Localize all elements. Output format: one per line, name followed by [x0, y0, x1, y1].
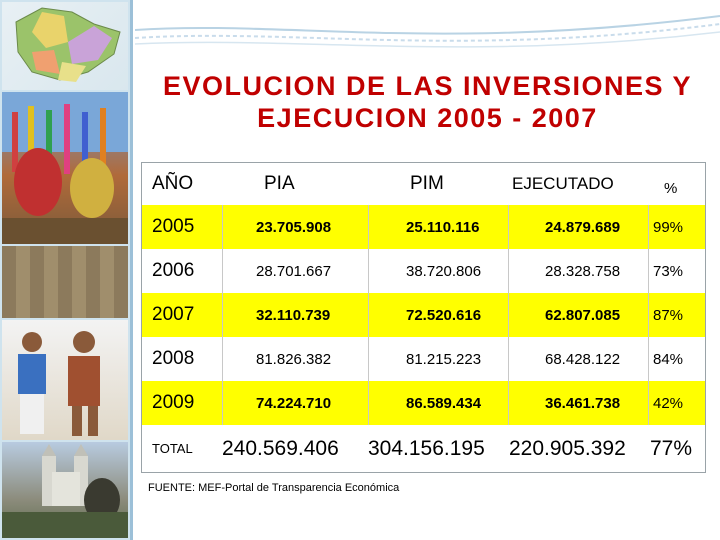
cell-ejecutado: 68.428.122 [545, 350, 621, 368]
header-pim: PIM [410, 173, 444, 194]
header-pia: PIA [264, 173, 295, 194]
total-pim: 304.156.195 [368, 436, 485, 460]
table-row: 2009 74.224.710 86.589.434 36.461.738 42… [142, 381, 705, 425]
cell-year: 2008 [152, 348, 195, 369]
cell-pim: 86.589.434 [406, 394, 482, 412]
cell-pia: 32.110.739 [256, 306, 331, 324]
total-percent: 77% [650, 436, 693, 460]
cell-year: 2006 [152, 260, 195, 281]
page-title: EVOLUCION DE LAS INVERSIONES Y EJECUCION… [135, 70, 720, 134]
column-divider [508, 205, 509, 425]
map-illustration [15, 7, 121, 82]
dancers-image [2, 92, 128, 244]
table-total-row: TOTAL 240.569.406 304.156.195 220.905.39… [142, 425, 705, 472]
cell-percent: 73% [653, 262, 684, 280]
cell-year: 2009 [152, 392, 195, 413]
cell-pim: 38.720.806 [406, 262, 482, 280]
header-ejecutado: EJECUTADO [512, 174, 614, 193]
title-line-1: EVOLUCION DE LAS INVERSIONES Y [162, 71, 693, 101]
church-illustration [2, 444, 128, 538]
cell-year: 2005 [152, 216, 195, 237]
header-swoosh [135, 15, 720, 48]
vertical-divider [130, 0, 133, 540]
total-pia: 240.569.406 [222, 436, 339, 460]
column-divider [222, 205, 223, 425]
source-note: FUENTE: MEF-Portal de Transparencia Econ… [148, 482, 400, 494]
region-map-image [2, 2, 128, 90]
cell-percent: 84% [653, 350, 684, 368]
table-row: 2006 28.701.667 38.720.806 28.328.758 73… [142, 249, 705, 293]
cell-ejecutado: 62.807.085 [545, 306, 621, 324]
people-image [2, 320, 128, 440]
photo-strip [0, 0, 130, 540]
cell-ejecutado: 36.461.738 [545, 394, 621, 412]
cell-percent: 87% [653, 306, 684, 324]
cell-percent: 42% [653, 394, 684, 412]
cell-pim: 25.110.116 [406, 218, 480, 236]
total-label: TOTAL [152, 441, 193, 456]
cell-pim: 81.215.223 [406, 350, 482, 368]
cell-year: 2007 [152, 304, 195, 325]
people-illustration [18, 331, 100, 436]
header-year: AÑO [152, 173, 194, 194]
cell-pia: 23.705.908 [256, 218, 332, 236]
header-percent: % [664, 179, 678, 197]
church-image [2, 442, 128, 538]
dancers-illustration [2, 92, 128, 244]
cell-percent: 99% [653, 218, 684, 236]
title-line-2: EJECUCION 2005 - 2007 [257, 103, 598, 133]
table-row: 2005 23.705.908 25.110.116 24.879.689 99… [142, 205, 705, 249]
cell-pim: 72.520.616 [406, 306, 482, 324]
column-divider [368, 205, 369, 425]
table-header-row: AÑO PIA PIM EJECUTADO % [142, 163, 705, 205]
column-divider [648, 205, 649, 425]
table-row: 2007 32.110.739 72.520.616 62.807.085 87… [142, 293, 705, 337]
cell-ejecutado: 24.879.689 [545, 218, 621, 236]
cell-pia: 28.701.667 [256, 262, 332, 280]
total-ejecutado: 220.905.392 [509, 436, 626, 460]
cell-pia: 74.224.710 [256, 394, 332, 412]
cell-pia: 81.826.382 [256, 350, 332, 368]
table-row: 2008 81.826.382 81.215.223 68.428.122 84… [142, 337, 705, 381]
investment-table: AÑO PIA PIM EJECUTADO % 2005 23.705.908 … [141, 162, 706, 473]
cell-ejecutado: 28.328.758 [545, 262, 621, 280]
ruins-image [2, 246, 128, 318]
